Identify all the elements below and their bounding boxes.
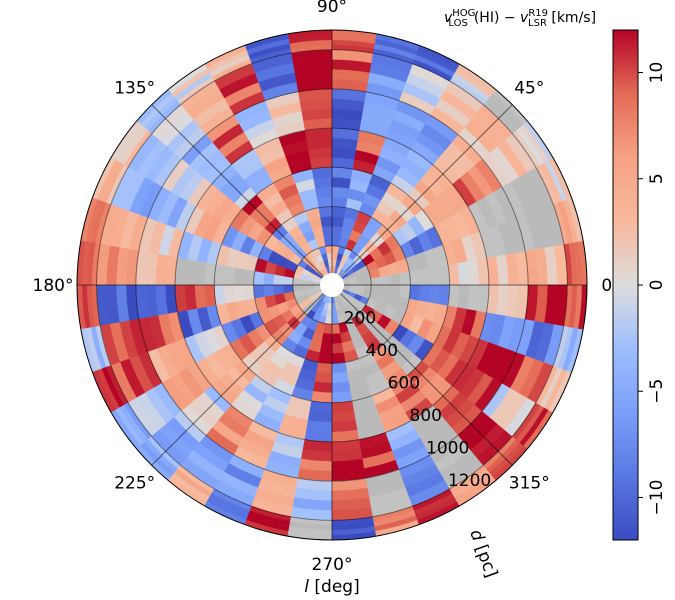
heatmap-cell: [331, 176, 351, 189]
radial-tick-label: 1200: [448, 471, 491, 491]
heatmap-cell-missing: [223, 266, 236, 286]
angular-tick-label: 315°: [509, 473, 550, 493]
heatmap-cell-missing: [233, 267, 246, 286]
heatmap-cell: [319, 342, 333, 354]
heatmap-cell: [428, 284, 441, 304]
heatmap-cell: [326, 309, 333, 318]
heatmap-cell: [331, 235, 341, 247]
heatmap-cell: [418, 284, 431, 303]
angular-tick-label: 225°: [114, 473, 155, 493]
heatmap-cell: [318, 352, 333, 364]
colorbar-ticks: −10 −5 0 5 10: [638, 62, 667, 516]
heatmap-cell: [313, 381, 333, 394]
heatmap-cell: [331, 216, 345, 228]
radial-tick-labels: 200 400 600 800 1000 1200: [344, 309, 492, 492]
heatmap-cell: [314, 371, 333, 384]
angular-gridline: [151, 104, 333, 286]
colorbar-tick-label: 10: [647, 62, 667, 84]
heatmap-cell: [457, 260, 470, 286]
x-axis-label: l [deg]: [304, 577, 359, 597]
angular-tick-labels: 0°45°90°135°180°225°270°315°: [33, 0, 621, 575]
heatmap-cell: [253, 284, 265, 299]
heatmap-cell: [307, 410, 333, 423]
angular-tick-label: 135°: [114, 79, 155, 99]
heatmap-cell: [323, 323, 333, 335]
heatmap-cell: [194, 284, 207, 310]
heatmap-cell: [272, 274, 284, 286]
heatmap-cell: [331, 381, 351, 394]
heatmap-cell: [319, 216, 333, 228]
angular-gridline: [151, 284, 333, 466]
heatmap-cell-missing: [399, 271, 411, 286]
colorbar: [612, 29, 639, 541]
plot-frame: [76, 29, 588, 541]
heatmap-cell: [318, 206, 333, 218]
heatmap-cell-missing: [292, 277, 301, 286]
heatmap-cell-missing: [356, 284, 365, 291]
heatmap-cell: [331, 186, 350, 199]
heatmap-cell: [331, 342, 345, 354]
angular-gridline: [331, 284, 513, 466]
heatmap-cell: [282, 276, 294, 286]
radial-tick-label: 600: [388, 374, 420, 394]
heatmap-cell: [314, 186, 333, 199]
heatmap-cell: [331, 371, 350, 384]
heatmap-cell-missing: [389, 284, 401, 298]
heatmap-cell: [331, 352, 346, 364]
heatmap-cell-missing: [299, 279, 308, 286]
heatmap-cell: [263, 284, 275, 298]
angular-tick-label: 90°: [317, 0, 347, 17]
heatmap-cell: [223, 284, 236, 304]
heatmap-cell: [331, 252, 338, 261]
angular-tick-label: 270°: [312, 555, 353, 575]
heatmap-cell-missing: [457, 284, 470, 310]
heatmap-cell-missing: [428, 266, 441, 286]
heatmap-cell: [263, 272, 275, 286]
inner-hole: [320, 273, 344, 297]
heatmap-cell-missing: [418, 267, 431, 286]
radial-tick-label: 400: [366, 341, 398, 361]
heatmap-cell: [331, 245, 340, 254]
heatmap-cell-missing: [363, 284, 372, 293]
colorbar-label: vHOG LOS (HI) − vR19 LSR [km/s]: [444, 8, 596, 29]
angular-tick-label: 45°: [514, 79, 544, 99]
heatmap-cell: [331, 206, 346, 218]
heatmap-cell: [253, 271, 265, 286]
heatmap-cell: [331, 410, 357, 423]
colorbar-tick-label: 5: [647, 173, 667, 184]
colorbar-tick-label: 0: [647, 280, 667, 291]
heatmap-cell-missing: [194, 260, 207, 286]
heatmap-cell: [331, 225, 343, 237]
radial-tick-label: 800: [410, 406, 442, 426]
heatmap-cell: [233, 284, 246, 303]
heatmap-cell-missing: [370, 284, 382, 294]
y-axis-label: d [pc]: [465, 527, 501, 580]
angular-gridline: [331, 104, 513, 286]
angular-tick-label: 180°: [33, 276, 74, 296]
radial-tick-label: 200: [344, 309, 376, 329]
heatmap-cell: [331, 147, 357, 160]
radial-tick-label: 1000: [426, 439, 469, 459]
colorbar-tick-label: −10: [647, 480, 667, 516]
heatmap-cell: [321, 333, 333, 345]
heatmap-cell: [313, 176, 333, 189]
heatmap-cell: [307, 147, 333, 160]
polar-grid: [77, 30, 587, 540]
heatmap-cell-missing: [389, 272, 401, 286]
heatmap-cell-missing: [380, 284, 392, 296]
colorbar-tick-label: −5: [647, 379, 667, 404]
heatmap-cell: [324, 316, 333, 325]
heatmap-cell-missing: [399, 284, 411, 299]
